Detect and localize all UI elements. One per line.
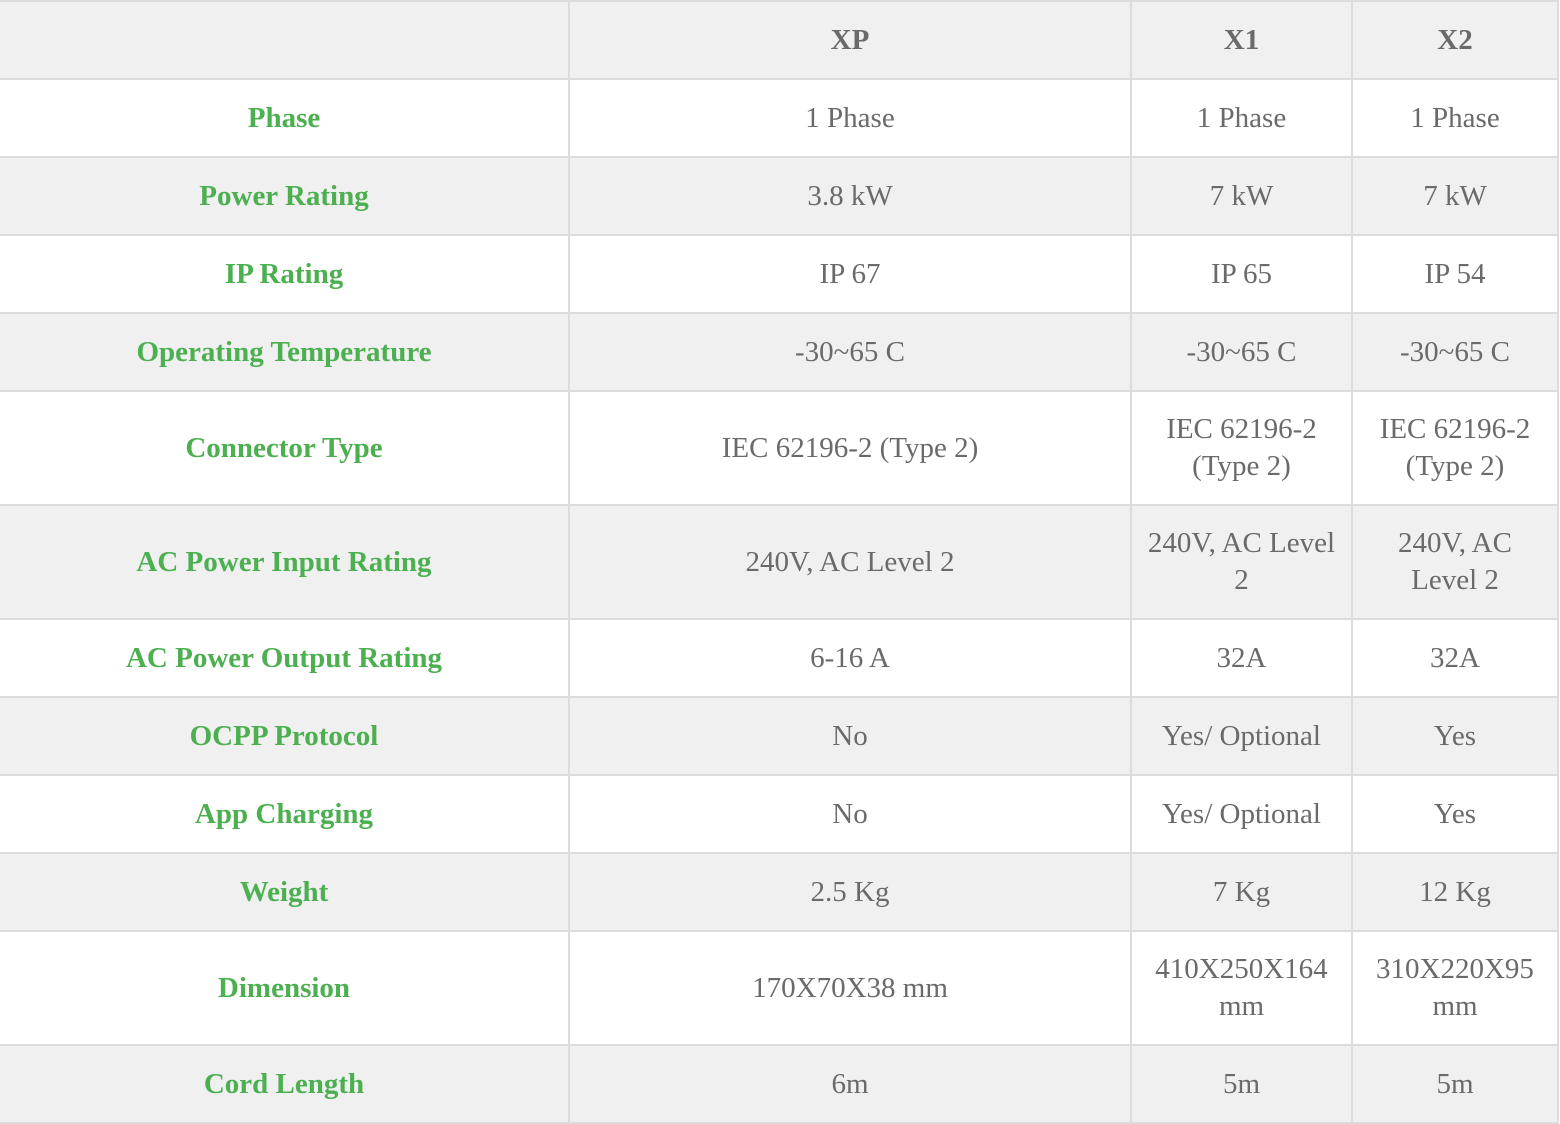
column-header-xp: XP <box>568 0 1132 80</box>
cell-x2: Yes <box>1351 774 1559 854</box>
cell-xp: 2.5 Kg <box>568 852 1132 932</box>
cell-x2: 240V, AC Level 2 <box>1351 504 1559 620</box>
cell-xp: No <box>568 774 1132 854</box>
cell-x1: 32A <box>1130 618 1353 698</box>
row-label: Weight <box>0 852 570 932</box>
row-label: AC Power Output Rating <box>0 618 570 698</box>
row-label: IP Rating <box>0 234 570 314</box>
table-row: IP Rating IP 67 IP 65 IP 54 <box>0 234 1559 314</box>
cell-xp: 6m <box>568 1044 1132 1124</box>
table-row: Dimension 170X70X38 mm 410X250X164 mm 31… <box>0 930 1559 1046</box>
table-row: App Charging No Yes/ Optional Yes <box>0 774 1559 854</box>
cell-x1: 7 kW <box>1130 156 1353 236</box>
row-label: Operating Temperature <box>0 312 570 392</box>
column-header-x1: X1 <box>1130 0 1353 80</box>
cell-x1: 240V, AC Level 2 <box>1130 504 1353 620</box>
cell-xp: -30~65 C <box>568 312 1132 392</box>
row-label: OCPP Protocol <box>0 696 570 776</box>
row-label: Cord Length <box>0 1044 570 1124</box>
cell-x2: Yes <box>1351 696 1559 776</box>
cell-x1: 7 Kg <box>1130 852 1353 932</box>
cell-x2: 7 kW <box>1351 156 1559 236</box>
table-row: AC Power Output Rating 6-16 A 32A 32A <box>0 618 1559 698</box>
table-row: AC Power Input Rating 240V, AC Level 2 2… <box>0 504 1559 620</box>
cell-x1: 5m <box>1130 1044 1353 1124</box>
cell-xp: 3.8 kW <box>568 156 1132 236</box>
cell-x1: IEC 62196-2 (Type 2) <box>1130 390 1353 506</box>
column-header-x2: X2 <box>1351 0 1559 80</box>
row-label: Connector Type <box>0 390 570 506</box>
cell-xp: IEC 62196-2 (Type 2) <box>568 390 1132 506</box>
cell-xp: 6-16 A <box>568 618 1132 698</box>
row-label: Power Rating <box>0 156 570 236</box>
cell-x2: 310X220X95 mm <box>1351 930 1559 1046</box>
table-row: Weight 2.5 Kg 7 Kg 12 Kg <box>0 852 1559 932</box>
header-empty-cell <box>0 0 570 80</box>
cell-xp: 170X70X38 mm <box>568 930 1132 1046</box>
cell-x2: IEC 62196-2 (Type 2) <box>1351 390 1559 506</box>
row-label: Phase <box>0 78 570 158</box>
cell-x1: 1 Phase <box>1130 78 1353 158</box>
row-label: App Charging <box>0 774 570 854</box>
table-row: OCPP Protocol No Yes/ Optional Yes <box>0 696 1559 776</box>
table-row: Operating Temperature -30~65 C -30~65 C … <box>0 312 1559 392</box>
cell-x1: IP 65 <box>1130 234 1353 314</box>
header-row: XP X1 X2 <box>0 0 1559 80</box>
cell-x2: 1 Phase <box>1351 78 1559 158</box>
cell-xp: 1 Phase <box>568 78 1132 158</box>
cell-x2: 12 Kg <box>1351 852 1559 932</box>
cell-xp: 240V, AC Level 2 <box>568 504 1132 620</box>
table-row: Cord Length 6m 5m 5m <box>0 1044 1559 1124</box>
cell-x2: 5m <box>1351 1044 1559 1124</box>
table-row: Connector Type IEC 62196-2 (Type 2) IEC … <box>0 390 1559 506</box>
cell-x1: 410X250X164 mm <box>1130 930 1353 1046</box>
cell-x1: -30~65 C <box>1130 312 1353 392</box>
cell-x1: Yes/ Optional <box>1130 696 1353 776</box>
row-label: Dimension <box>0 930 570 1046</box>
cell-x2: 32A <box>1351 618 1559 698</box>
table-row: Phase 1 Phase 1 Phase 1 Phase <box>0 78 1559 158</box>
cell-x2: -30~65 C <box>1351 312 1559 392</box>
cell-xp: IP 67 <box>568 234 1132 314</box>
cell-xp: No <box>568 696 1132 776</box>
cell-x2: IP 54 <box>1351 234 1559 314</box>
table-row: Power Rating 3.8 kW 7 kW 7 kW <box>0 156 1559 236</box>
row-label: AC Power Input Rating <box>0 504 570 620</box>
cell-x1: Yes/ Optional <box>1130 774 1353 854</box>
